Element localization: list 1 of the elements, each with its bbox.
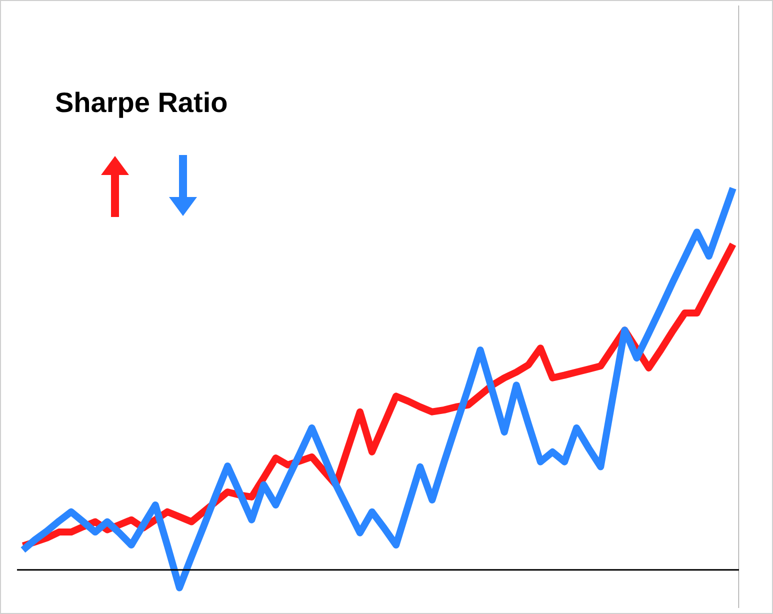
chart-title: Sharpe Ratio [55, 87, 228, 119]
